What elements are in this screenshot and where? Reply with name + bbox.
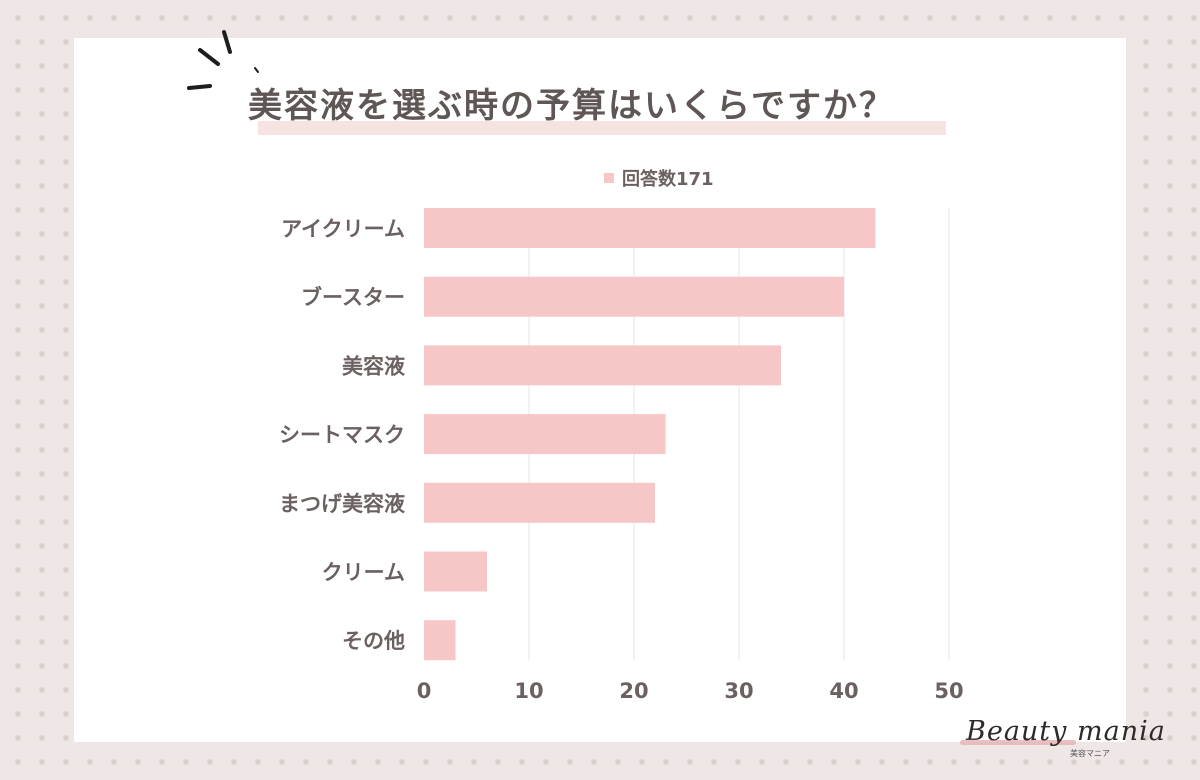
brand-tagline: 美容マニア [1070, 749, 1110, 758]
bar-1 [424, 208, 876, 248]
page-title: 美容液を選ぶ時の予算はいくらですか？ [248, 86, 895, 126]
brand-logo: Beauty mania 美容マニア [960, 714, 1165, 770]
bar-2 [424, 276, 844, 317]
category-label-3: 美容液 [342, 354, 405, 378]
title-underline [258, 121, 946, 135]
category-label-1: アイクリーム [281, 217, 405, 241]
category-label-2: ブースター [301, 286, 405, 310]
category-label-6: クリーム [322, 561, 405, 585]
category-label-4: シートマスク [279, 423, 405, 447]
x-tick-label-40: 40 [829, 679, 858, 703]
x-tick-label-10: 10 [514, 679, 543, 703]
legend-swatch [604, 173, 614, 183]
bar-4 [424, 414, 666, 455]
bar-6 [424, 551, 487, 592]
bar-5 [424, 482, 655, 523]
category-label-5: まつげ美容液 [279, 492, 405, 516]
chart-legend: 回答数171 [604, 166, 714, 190]
x-tick-label-0: 0 [417, 679, 432, 703]
title-area: 美容液を選ぶ時の予算はいくらですか？ [0, 0, 1200, 160]
brand-underline [960, 740, 1076, 745]
chart-card [74, 38, 1126, 742]
brand-name: Beauty mania [966, 716, 1166, 747]
bar-3 [424, 345, 781, 386]
accent-strokes-icon [187, 30, 259, 90]
x-tick-label-30: 30 [724, 679, 753, 703]
x-tick-label-50: 50 [934, 679, 963, 703]
x-tick-label-20: 20 [619, 679, 648, 703]
bar-7 [424, 620, 456, 661]
category-label-7: その他 [342, 629, 405, 653]
legend-label: 回答数171 [622, 169, 714, 190]
